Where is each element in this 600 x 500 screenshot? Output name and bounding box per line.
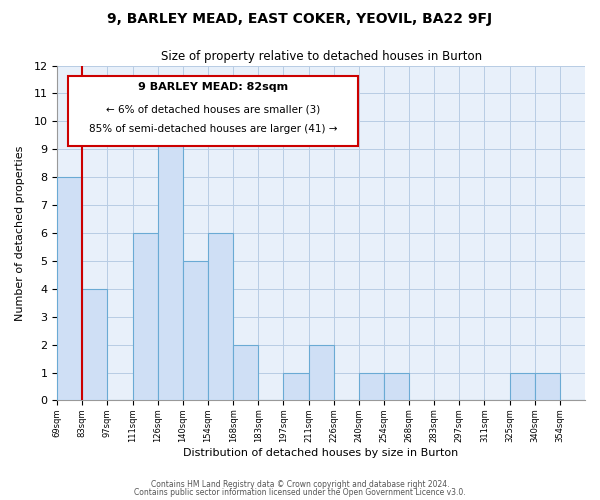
Bar bbox=[233, 344, 258, 401]
Bar bbox=[183, 261, 208, 400]
Bar bbox=[208, 233, 233, 400]
Bar bbox=[535, 372, 560, 400]
Text: ← 6% of detached houses are smaller (3): ← 6% of detached houses are smaller (3) bbox=[106, 104, 320, 114]
Bar bbox=[384, 372, 409, 400]
Title: Size of property relative to detached houses in Burton: Size of property relative to detached ho… bbox=[161, 50, 482, 63]
Y-axis label: Number of detached properties: Number of detached properties bbox=[15, 146, 25, 320]
Bar bbox=[359, 372, 384, 400]
Text: 9 BARLEY MEAD: 82sqm: 9 BARLEY MEAD: 82sqm bbox=[138, 82, 288, 92]
X-axis label: Distribution of detached houses by size in Burton: Distribution of detached houses by size … bbox=[184, 448, 459, 458]
Bar bbox=[82, 289, 107, 401]
Bar bbox=[133, 233, 158, 400]
Bar bbox=[308, 344, 334, 401]
Text: Contains HM Land Registry data © Crown copyright and database right 2024.: Contains HM Land Registry data © Crown c… bbox=[151, 480, 449, 489]
Bar bbox=[509, 372, 535, 400]
Bar bbox=[283, 372, 308, 400]
Text: 9, BARLEY MEAD, EAST COKER, YEOVIL, BA22 9FJ: 9, BARLEY MEAD, EAST COKER, YEOVIL, BA22… bbox=[107, 12, 493, 26]
Bar bbox=[57, 177, 82, 400]
Bar bbox=[158, 122, 183, 400]
FancyBboxPatch shape bbox=[68, 76, 358, 146]
Text: Contains public sector information licensed under the Open Government Licence v3: Contains public sector information licen… bbox=[134, 488, 466, 497]
Text: 85% of semi-detached houses are larger (41) →: 85% of semi-detached houses are larger (… bbox=[89, 124, 337, 134]
